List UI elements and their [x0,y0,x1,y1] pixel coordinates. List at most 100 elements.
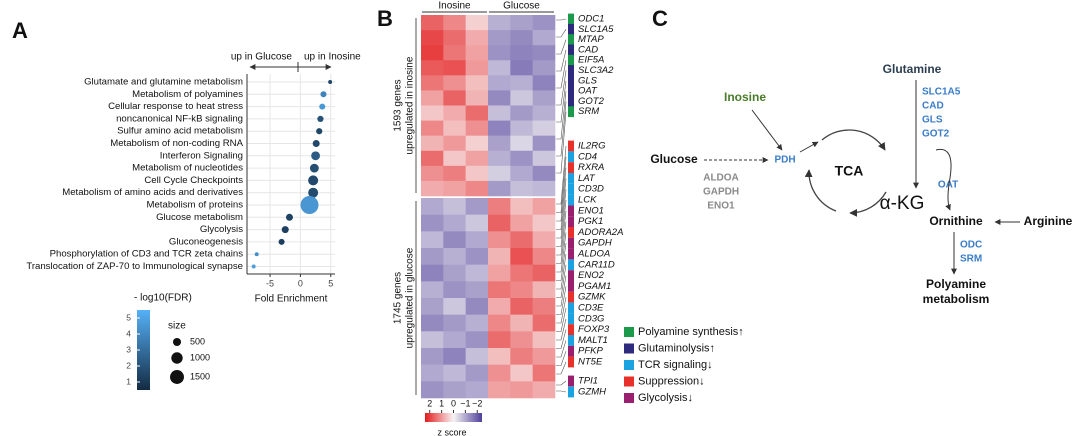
heatmap-cell [421,60,444,76]
heatmap-cell [465,248,489,265]
heatmap-cell [510,364,533,382]
gene-category [568,23,574,35]
row-group-label: upregulated in glucose [405,247,416,348]
heatmap-cell [488,381,511,399]
legend-label: Glycolysis↓ [638,392,693,404]
gene-category [568,386,574,398]
size-key [172,337,182,347]
node-product: metabolism [923,292,990,306]
x-tick-label: 0 [298,278,303,288]
heatmap-cell [443,331,466,349]
gene-leader [556,329,567,349]
heatmap-cell [443,15,466,31]
heatmap-cell [532,348,556,365]
dot [312,139,320,148]
gene-label: ENO2 [578,270,605,281]
gene-label: NT5E [578,357,603,368]
gene-leader [556,380,567,386]
gene-category [568,151,574,163]
gene-label: EIF5A [578,55,604,66]
gene-leader [556,243,567,281]
heatmap-cell [443,264,466,282]
gene-leader [556,340,567,358]
colorbar-label: 1 [126,376,131,386]
gene-leader [556,49,567,72]
heatmap-cell [421,348,444,365]
gene-leader [556,307,567,332]
y-tick-label: Translocation of ZAP-70 to Immunological… [26,261,243,272]
enzyme: SRM [960,254,982,265]
gene-label: CD3G [578,313,604,324]
heatmap-cell [488,150,511,167]
gene-label: CD3D [578,184,604,195]
cycle-arrow [821,129,886,151]
gene-category [568,106,574,118]
enzyme: SLC1A5 [922,87,961,98]
heatmap-cell [421,214,444,232]
heatmap-cell [488,198,511,215]
dot [328,80,333,84]
legend-label: Polyamine synthesis↑ [638,326,744,338]
heatmap-cell [465,45,489,61]
gene-label: SRM [578,106,599,117]
dot [317,115,324,123]
y-tick-label: Interferon Signaling [160,150,243,161]
heatmap-cell [465,15,489,31]
gene-label: MTAP [578,34,604,45]
gene-category [568,291,574,303]
gene-leader [556,390,567,393]
diagram: C Glutamine SLC1A5 CAD GLS GOT2 Inosine … [650,6,1072,306]
heatmap-cell [532,281,556,299]
heatmap-cell [443,198,466,215]
heatmap-cell [465,105,489,121]
colorbar-label: −2 [472,398,482,408]
heatmap-cell [443,60,466,76]
y-tick-label: Glycolysis [200,224,243,235]
gene-leader [556,210,567,256]
size-key-label: 500 [190,336,205,346]
gene-label: CAR11D [578,259,615,270]
heatmap-cell [421,135,444,152]
heatmap-cell [421,248,444,265]
heatmap-cell [488,281,511,299]
heatmap-cell [532,60,556,76]
gene-category [568,85,574,97]
heatmap-cell [510,30,533,46]
y-tick-label: Metabolism of proteins [146,200,243,211]
gene-category [568,356,574,368]
heatmap-cell [465,120,489,136]
gene-label: MALT1 [578,335,608,346]
node-glucose: Glucose [650,152,698,166]
heatmap-cell [421,198,444,215]
enzyme: ALDOA [703,173,739,184]
gene-label: ENO1 [578,205,604,216]
node-ornithine: Ornithine [929,214,983,228]
legend-swatch [624,343,634,354]
colorbar-label: 4 [126,328,131,338]
heatmap-cell [510,90,533,106]
dot [308,175,319,186]
gene-category [568,345,574,357]
gene-leader [556,275,567,307]
gene-label: PGAM1 [578,281,611,292]
gene-leader [556,178,567,230]
row-group-count: 1593 genes [393,79,404,131]
dot [320,91,327,98]
gene-category [568,313,574,325]
heatmap-cell [488,180,511,197]
heatmap-cell [443,364,466,382]
legend-swatch [624,376,634,387]
heatmap-cell [443,298,466,315]
heatmap-cell [510,314,533,332]
heatmap-cell [510,264,533,282]
gene-label: CAD [578,44,598,55]
heatmap-cell [488,165,511,182]
cycle-arrow [804,169,837,212]
gene-leader [556,101,567,157]
node-akg: α-KG [880,193,925,214]
heatmap-cell [443,90,466,106]
heatmap-cell [532,150,556,167]
node-glutamine: Glutamine [883,62,942,76]
heatmap-cell [421,90,444,106]
